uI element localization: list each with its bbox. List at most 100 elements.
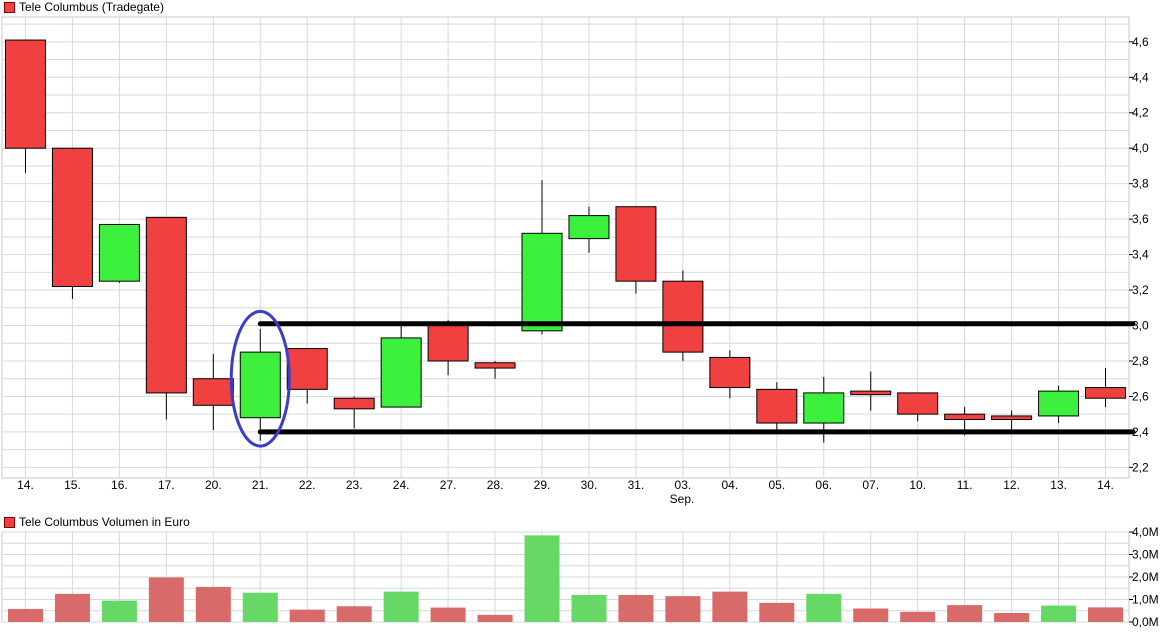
volume-bars xyxy=(7,535,1124,622)
volume-bar-up xyxy=(524,535,560,622)
volume-bar-down xyxy=(54,593,90,622)
candle-down xyxy=(474,362,516,369)
volume-bar-down xyxy=(1088,607,1124,622)
x-tick-label: 05. xyxy=(768,478,785,492)
volume-bar-down xyxy=(430,607,466,622)
candle-down xyxy=(427,323,469,362)
x-tick-label: 22. xyxy=(299,478,316,492)
x-tick-label: 06. xyxy=(815,478,832,492)
volume-bar-down xyxy=(712,591,748,622)
volume-bar-down xyxy=(336,606,372,622)
x-tick-label: 31. xyxy=(628,478,645,492)
candle-down xyxy=(51,147,93,288)
price-ytick-label: 3,4 xyxy=(1132,248,1149,262)
candle-up xyxy=(568,215,610,240)
annotations xyxy=(229,309,1136,448)
volume-ytick-label: 1,0M xyxy=(1132,593,1159,607)
candle-down xyxy=(991,415,1033,420)
candle-down xyxy=(615,206,657,282)
volume-legend: Tele Columbus Volumen in Euro xyxy=(4,515,190,529)
price-ytick-label: 3,6 xyxy=(1132,212,1149,226)
x-tick-label: 13. xyxy=(1050,478,1067,492)
volume-bar-down xyxy=(618,595,654,622)
month-label: Sep. xyxy=(670,492,695,506)
volume-grid xyxy=(1,531,1130,623)
price-ytick-label: 2,4 xyxy=(1132,425,1149,439)
price-legend-label: Tele Columbus (Tradegate) xyxy=(19,0,164,14)
x-tick-label: 17. xyxy=(158,478,175,492)
x-tick-label: 20. xyxy=(205,478,222,492)
price-ytick-label: 4,0 xyxy=(1132,141,1149,155)
volume-bar-down xyxy=(994,613,1030,622)
x-tick-label: 03. xyxy=(675,478,692,492)
x-tick-label: 27. xyxy=(440,478,457,492)
candle-down xyxy=(286,348,328,390)
x-tick-label: 24. xyxy=(393,478,410,492)
volume-bar-down xyxy=(148,577,184,622)
x-tick-label: 04. xyxy=(722,478,739,492)
x-tick-label: 21. xyxy=(252,478,269,492)
x-tick-label: 14. xyxy=(17,478,34,492)
volume-ytick-label: 2,0M xyxy=(1132,570,1159,584)
axes: 2,2 2,4 2,6 2,8 3,0 3,2 3,4 3,6 3,8 4,0 4,2 4,4 4,6 0… xyxy=(17,35,1159,629)
price-ytick-label: 4,2 xyxy=(1132,106,1149,120)
price-ytick-label: 3,8 xyxy=(1132,177,1149,191)
candle-down xyxy=(192,378,234,406)
volume-bar-up xyxy=(101,600,137,622)
volume-bar-up xyxy=(242,592,278,622)
x-tick-label: 14. xyxy=(1097,478,1114,492)
volume-bar-down xyxy=(947,605,983,622)
x-tick-label: 23. xyxy=(346,478,363,492)
volume-legend-swatch xyxy=(4,516,15,528)
volume-bar-down xyxy=(900,611,936,622)
price-legend: Tele Columbus (Tradegate) xyxy=(4,0,164,14)
volume-bar-down xyxy=(665,596,701,622)
volume-ytick-label: 3,0M xyxy=(1132,548,1159,562)
candle-down xyxy=(850,390,892,396)
x-tick-label: 29. xyxy=(534,478,551,492)
x-tick-label: 28. xyxy=(487,478,504,492)
volume-bar-down xyxy=(289,609,325,622)
volume-bar-up xyxy=(571,595,607,622)
candle-up xyxy=(380,337,422,408)
volume-bar-up xyxy=(383,591,419,622)
price-plot-frame xyxy=(1,16,1130,479)
candle-up xyxy=(1038,390,1080,417)
candle-up xyxy=(521,232,563,332)
volume-bar-down xyxy=(7,608,43,622)
candle-down xyxy=(662,280,704,353)
price-legend-swatch xyxy=(4,1,15,13)
volume-legend-label: Tele Columbus Volumen in Euro xyxy=(19,515,190,529)
price-ytick-label: 2,6 xyxy=(1132,389,1149,403)
highlight-ellipse xyxy=(229,309,291,448)
volume-ytick-label: 0,0M xyxy=(1132,615,1159,629)
volume-bar-up xyxy=(806,593,842,622)
candle-down xyxy=(1085,387,1127,399)
candle-up xyxy=(803,392,845,424)
volume-bar-down xyxy=(195,586,231,622)
price-ytick-label: 2,8 xyxy=(1132,354,1149,368)
price-ytick-label: 4,6 xyxy=(1132,35,1149,49)
x-tick-label: 11. xyxy=(957,478,973,492)
volume-bar-up xyxy=(1041,605,1077,622)
volume-ytick-label: 4,0M xyxy=(1132,525,1159,539)
x-tick-label: 12. xyxy=(1003,478,1020,492)
candle-up xyxy=(239,351,281,419)
volume-bar-down xyxy=(853,608,889,622)
x-tick-label: 10. xyxy=(909,478,926,492)
volume-bar-down xyxy=(477,614,513,622)
volume-bar-down xyxy=(759,602,795,622)
x-tick-label: 07. xyxy=(862,478,879,492)
candle-down xyxy=(897,392,939,415)
x-tick-label: 15. xyxy=(64,478,81,492)
price-candles xyxy=(4,39,1127,443)
x-tick-label: 16. xyxy=(111,478,128,492)
price-ytick-label: 2,2 xyxy=(1132,460,1149,474)
candle-down xyxy=(4,39,46,149)
x-tick-label: 30. xyxy=(581,478,598,492)
price-ytick-label: 4,4 xyxy=(1132,70,1149,84)
candle-down xyxy=(145,216,187,394)
candle-down xyxy=(709,356,751,389)
candle-up xyxy=(98,223,140,282)
